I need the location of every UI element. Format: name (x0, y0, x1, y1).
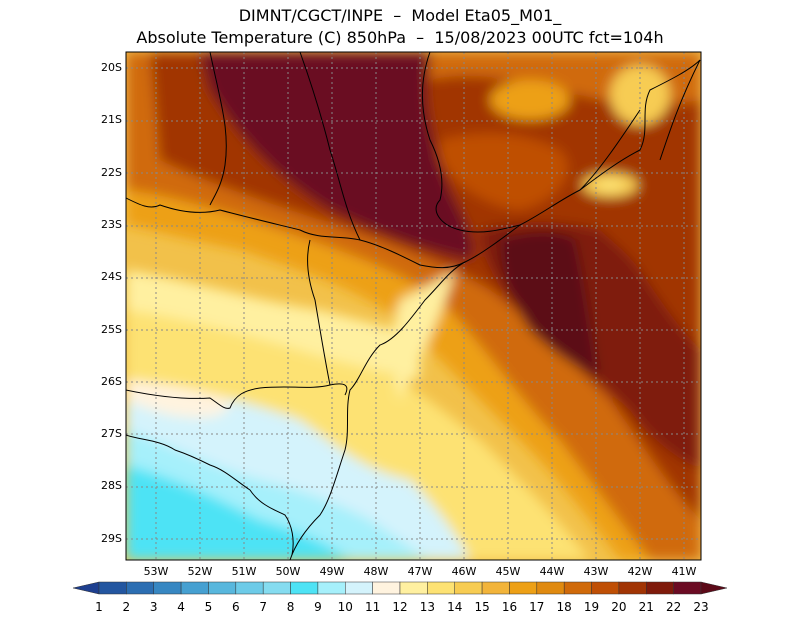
colorbar-segment (481, 581, 510, 595)
colorbar-segment (180, 581, 209, 595)
colorbar-label: 23 (693, 600, 709, 614)
colorbar-label: 17 (529, 600, 545, 614)
colorbar-segment (317, 581, 346, 595)
colorbar-label: 11 (364, 600, 381, 614)
map-title-line1: DIMNT/CGCT/INPE – Model Eta05_M01_ (238, 6, 562, 25)
lat-label: 29S (101, 531, 122, 545)
temperature-field (126, 52, 701, 560)
colorbar-label: 10 (337, 600, 353, 614)
lon-label: 46W (451, 565, 477, 578)
lat-label: 27S (101, 427, 122, 441)
colorbar-segment (98, 581, 127, 595)
colorbar-label: 8 (286, 600, 295, 614)
colorbar-segment (618, 581, 647, 595)
colorbar-label: 15 (474, 600, 490, 614)
lon-label: 52W (187, 565, 213, 578)
lat-label: 24S (101, 270, 122, 284)
lon-label: 53W (143, 565, 169, 578)
map-title-line2: Absolute Temperature (C) 850hPa – 15/08/… (136, 28, 664, 47)
colorbar-segment (153, 581, 182, 595)
colorbar-segment (290, 581, 319, 595)
colorbar-label: 16 (501, 600, 518, 614)
colorbar-label: 18 (556, 600, 572, 614)
colorbar-segment (208, 581, 237, 595)
colorbar-segment (126, 581, 154, 595)
colorbar-segment (235, 581, 264, 595)
colorbar-label: 7 (259, 600, 267, 614)
colorbar-label: 20 (611, 600, 627, 614)
colorbar-segment (673, 581, 702, 595)
colorbar-label: 21 (638, 600, 654, 614)
lon-label: 44W (539, 565, 565, 578)
colorbar-label: 9 (314, 600, 322, 614)
colorbar-segment (509, 581, 538, 595)
colorbar-segment (591, 581, 620, 595)
colorbar-segment (345, 581, 373, 595)
colorbar-segment (72, 581, 100, 595)
colorbar-label: 5 (204, 600, 213, 614)
map-frame (125, 51, 702, 561)
colorbar-label: 13 (419, 600, 435, 614)
lat-label: 25S (101, 322, 122, 336)
colorbar-segment (372, 581, 401, 595)
colorbar-label: 6 (231, 600, 240, 614)
colorbar-segment (646, 581, 674, 595)
colorbar-label: 1 (95, 600, 103, 614)
lat-label: 20S (101, 61, 122, 74)
lon-label: 47W (407, 565, 433, 578)
lat-label: 23S (101, 217, 122, 231)
lat-label: 21S (101, 113, 122, 127)
lon-label: 45W (495, 565, 521, 578)
colorbar-label: 3 (149, 600, 158, 614)
colorbar-segment (563, 581, 592, 595)
lon-label: 41W (671, 565, 697, 578)
colorbar-segment (454, 581, 483, 595)
lon-label: 51W (231, 565, 257, 578)
grid-lines (126, 52, 701, 560)
colorbar (72, 581, 728, 595)
colorbar-segment (700, 581, 728, 595)
colorbar-label: 4 (177, 600, 185, 614)
colorbar-segment (536, 581, 565, 595)
colorbar-label: 12 (392, 600, 408, 614)
colorbar-segment (399, 581, 428, 595)
colorbar-label: 2 (122, 600, 131, 614)
colorbar-segment (262, 581, 291, 595)
colorbar-label: 14 (447, 600, 463, 614)
colorbar-label: 19 (583, 600, 600, 614)
coastline-borders (126, 52, 701, 560)
lat-label: 22S (101, 165, 122, 179)
lon-label: 48W (363, 565, 389, 578)
lat-label: 28S (101, 479, 122, 493)
colorbar-label: 22 (665, 600, 682, 614)
lat-label: 26S (101, 374, 122, 388)
lon-label: 50W (275, 565, 301, 578)
lon-label: 42W (627, 565, 653, 578)
lon-label: 49W (319, 565, 345, 578)
lon-label: 43W (583, 565, 609, 578)
colorbar-segment (427, 581, 455, 595)
